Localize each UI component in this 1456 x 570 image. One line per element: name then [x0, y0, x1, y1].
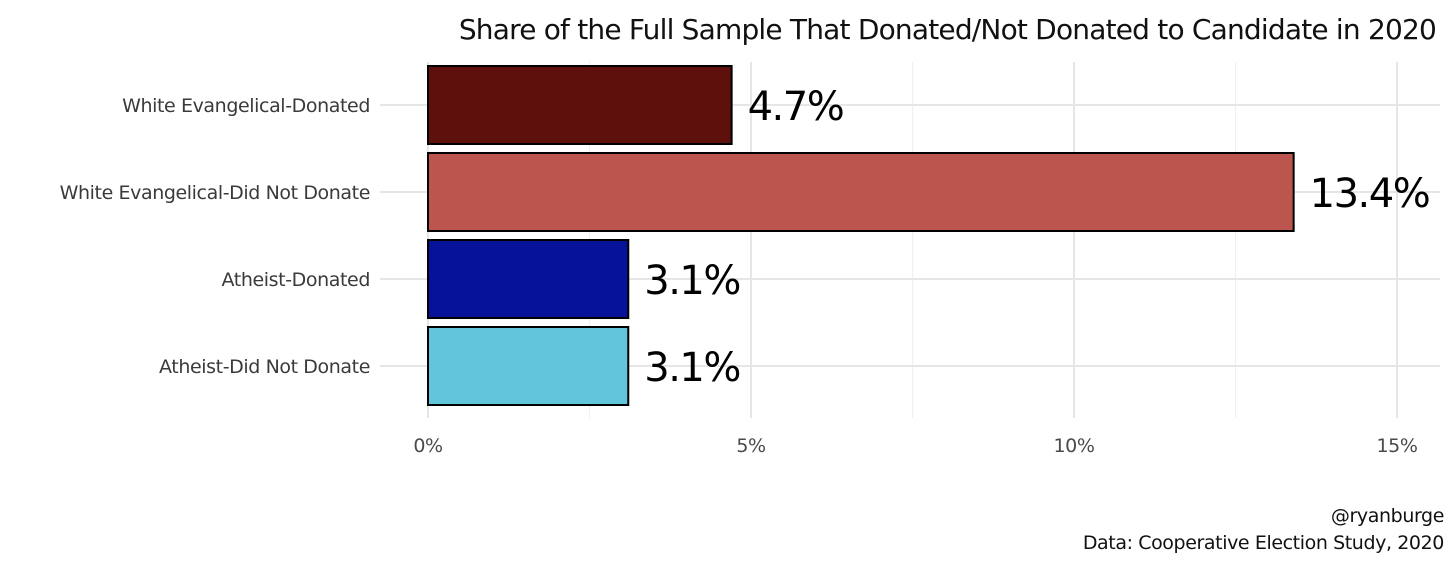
- category-label: White Evangelical-Did Not Donate: [60, 182, 370, 204]
- data-label: 3.1%: [644, 258, 740, 304]
- x-tick-label: 15%: [1376, 435, 1417, 457]
- x-tick-label: 0%: [413, 435, 442, 457]
- x-axis-tick-labels: 0% 5% 10% 15%: [413, 435, 1418, 457]
- value-labels: 4.7% 13.4% 3.1% 3.1%: [644, 84, 1430, 391]
- caption-source: Data: Cooperative Election Study, 2020: [1083, 532, 1444, 554]
- bar: [427, 239, 630, 319]
- data-label: 4.7%: [748, 84, 844, 130]
- bars: [427, 65, 1295, 406]
- caption-credit: @ryanburge: [1331, 505, 1444, 527]
- bar: [427, 152, 1295, 232]
- bar: [427, 326, 630, 406]
- bar: [427, 65, 733, 145]
- x-tick-label: 5%: [736, 435, 765, 457]
- category-label: Atheist-Donated: [222, 269, 370, 291]
- data-label: 3.1%: [644, 345, 740, 391]
- category-label: White Evangelical-Donated: [122, 95, 370, 117]
- chart-title: Share of the Full Sample That Donated/No…: [459, 13, 1436, 46]
- data-label: 13.4%: [1310, 171, 1430, 217]
- category-labels: White Evangelical-Donated White Evangelic…: [60, 95, 371, 378]
- x-tick-label: 10%: [1053, 435, 1094, 457]
- category-label: Atheist-Did Not Donate: [159, 356, 370, 378]
